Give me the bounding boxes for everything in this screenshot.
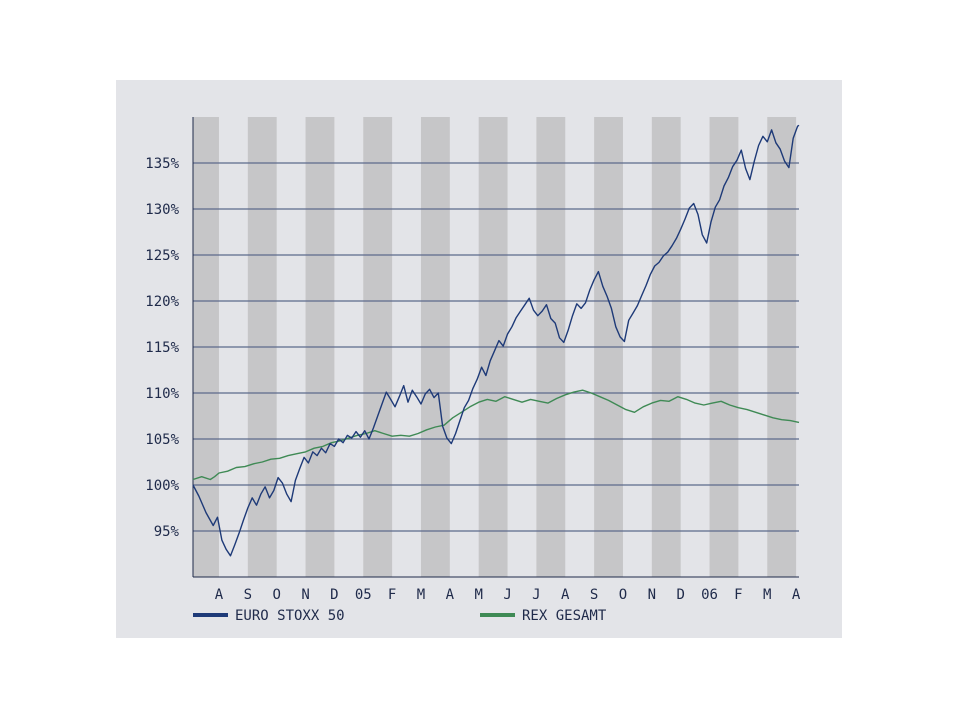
legend: EURO STOXX 50 REX GESAMT: [193, 608, 607, 624]
x-tick-label: D: [676, 587, 684, 603]
x-tick-label: N: [648, 587, 656, 603]
x-tick-label: M: [474, 587, 482, 603]
x-tick-label: M: [763, 587, 771, 603]
gridlines: [193, 162, 799, 532]
x-tick-labels: A S O N D 05 F M A M J J A S O N D 06 F M A: [215, 587, 801, 603]
y-tick-label: 125%: [145, 248, 179, 264]
y-tick-label: 135%: [145, 156, 179, 172]
y-tick-labels: 95% 100% 105% 110% 115% 120% 125% 130% 135%: [145, 156, 179, 540]
series-line-rex-gesamt: [192, 389, 800, 481]
series-line-euro-stoxx-50: [192, 124, 800, 557]
x-tick-label: J: [503, 587, 511, 603]
x-tick-label: A: [446, 587, 455, 603]
y-tick-label: 105%: [145, 432, 179, 448]
legend-label-rex-gesamt: REX GESAMT: [522, 608, 607, 624]
axes: [192, 117, 799, 578]
series-lines: [192, 124, 800, 557]
y-tick-label: 100%: [145, 478, 179, 494]
x-tick-label: M: [417, 587, 425, 603]
x-tick-label: F: [734, 587, 742, 603]
x-tick-label: O: [619, 587, 627, 603]
chart-svg: 95% 100% 105% 110% 115% 120% 125% 130% 135% A S O N…: [145, 117, 801, 624]
x-tick-label: A: [215, 587, 224, 603]
x-tick-label: F: [388, 587, 396, 603]
x-tick-label: A: [792, 587, 801, 603]
x-tick-label: S: [590, 587, 598, 603]
x-tick-label: A: [561, 587, 570, 603]
x-tick-label: N: [301, 587, 309, 603]
y-tick-label: 120%: [145, 294, 179, 310]
x-tick-label: 05: [355, 587, 372, 603]
chart-panel: 95% 100% 105% 110% 115% 120% 125% 130% 135% A S O N…: [116, 80, 842, 638]
x-tick-label: J: [532, 587, 540, 603]
legend-label-euro-stoxx-50: EURO STOXX 50: [235, 608, 345, 624]
x-tick-label: 06: [701, 587, 718, 603]
y-tick-label: 115%: [145, 340, 179, 356]
x-tick-label: S: [244, 587, 252, 603]
y-tick-label: 110%: [145, 386, 179, 402]
y-tick-label: 130%: [145, 202, 179, 218]
y-tick-label: 95%: [154, 524, 180, 540]
x-tick-label: D: [330, 587, 338, 603]
x-tick-label: O: [272, 587, 280, 603]
